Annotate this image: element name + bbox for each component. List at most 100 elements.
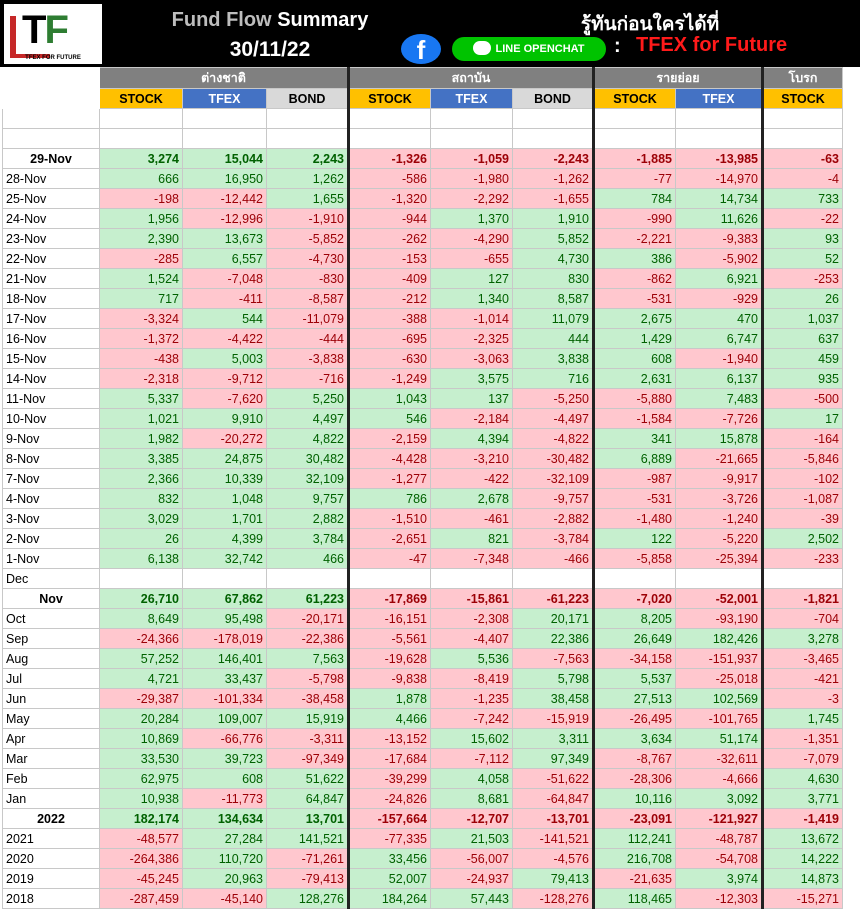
value-cell: -21,635 [592, 868, 676, 889]
row-label: 2022 [2, 808, 100, 829]
header-bar: TF TFEX FOR FUTURE Fund Flow Summary 30/… [0, 0, 860, 67]
value-cell: 110,720 [182, 848, 267, 869]
value-cell: 95,498 [182, 608, 267, 629]
value-cell: 26 [761, 288, 843, 309]
value-cell: -5,250 [512, 388, 594, 409]
value-cell: 386 [592, 248, 676, 269]
value-cell: 20,963 [182, 868, 267, 889]
value-cell: 26 [99, 528, 183, 549]
value-cell: -929 [675, 288, 763, 309]
value-cell: -39 [761, 508, 843, 529]
value-cell: -13,985 [675, 148, 763, 169]
value-cell: 1,043 [347, 388, 431, 409]
value-cell: -45,245 [99, 868, 183, 889]
table-row: 28-Nov 666 16,950 1,262 -586 -1,980 -1,262 -77-… [2, 168, 843, 189]
value-cell: 935 [761, 368, 843, 389]
value-cell: -48,787 [675, 828, 763, 849]
value-cell: -52,001 [675, 588, 763, 609]
table-row: 1-Nov 6,138 32,742 466 -47 -7,348 -466 -5,858 -2… [2, 548, 843, 569]
row-label: 28-Nov [2, 168, 100, 189]
value-cell: -151,937 [675, 648, 763, 669]
value-cell: -77 [592, 168, 676, 189]
value-cell: 1,048 [182, 488, 267, 509]
value-cell: -51,622 [512, 768, 594, 789]
value-cell: 182,174 [99, 808, 183, 829]
value-cell: 62,975 [99, 768, 183, 789]
value-cell: 4,630 [761, 768, 843, 789]
col-retail-tfex: TFEX [675, 88, 763, 109]
table-row: 9-Nov 1,982 -20,272 4,822 -2,159 4,394 -4,822 3… [2, 428, 843, 449]
value-cell: 79,413 [512, 868, 594, 889]
value-cell: 2,882 [266, 508, 349, 529]
empty-cell [266, 568, 349, 589]
value-cell: -5,880 [592, 388, 676, 409]
value-cell: 466 [266, 548, 349, 569]
value-cell: -1,655 [512, 188, 594, 209]
value-cell: 9,757 [266, 488, 349, 509]
value-cell: 8,649 [99, 608, 183, 629]
value-cell: 93 [761, 228, 843, 249]
value-cell: -586 [347, 168, 431, 189]
value-cell: 4,497 [266, 408, 349, 429]
value-cell: -7,020 [592, 588, 676, 609]
value-cell: -1,235 [430, 688, 513, 709]
value-cell: 4,394 [430, 428, 513, 449]
col-broker-stock: STOCK [761, 88, 843, 109]
value-cell: 5,003 [182, 348, 267, 369]
value-cell: -12,707 [430, 808, 513, 829]
value-cell: 127 [430, 268, 513, 289]
value-cell: -4,730 [266, 248, 349, 269]
col-retail-stock: STOCK [592, 88, 676, 109]
tfex-for-future-logo: TF TFEX FOR FUTURE [4, 4, 102, 64]
value-cell: -1,320 [347, 188, 431, 209]
value-cell: 51,622 [266, 768, 349, 789]
value-cell: -531 [592, 288, 676, 309]
value-cell: 5,250 [266, 388, 349, 409]
value-cell: 4,058 [430, 768, 513, 789]
table-row: 3-Nov 3,029 1,701 2,882 -1,510 -461 -2,882 -1,4… [2, 508, 843, 529]
col-inst-stock: STOCK [347, 88, 431, 109]
value-cell: -421 [761, 668, 843, 689]
value-cell: 1,701 [182, 508, 267, 529]
table-row: 17-Nov -3,324 544 -11,079 -388 -1,014 11,079 2,… [2, 308, 843, 329]
facebook-icon[interactable]: f [401, 34, 441, 65]
row-label: 24-Nov [2, 208, 100, 229]
empty-cell [675, 108, 763, 129]
value-cell: 14,873 [761, 868, 843, 889]
value-cell: -1,240 [675, 508, 763, 529]
empty-cell [99, 128, 183, 149]
empty-cell [99, 108, 183, 129]
value-cell: 1,524 [99, 268, 183, 289]
value-cell: -23,091 [592, 808, 676, 829]
value-cell: -3,784 [512, 528, 594, 549]
value-cell: -4,576 [512, 848, 594, 869]
value-cell: -3,210 [430, 448, 513, 469]
value-cell: 61,223 [266, 588, 349, 609]
table-row: 15-Nov -438 5,003 -3,838 -630 -3,063 3,838 608-… [2, 348, 843, 369]
row-label: 23-Nov [2, 228, 100, 249]
row-label: Feb [2, 768, 100, 789]
value-cell: 15,878 [675, 428, 763, 449]
value-cell: -4,407 [430, 628, 513, 649]
value-cell: -38,458 [266, 688, 349, 709]
table-row: 29-Nov 3,274 15,044 2,243 -1,326 -1,059 -2,243… [2, 148, 843, 169]
row-label: 17-Nov [2, 308, 100, 329]
value-cell: 8,587 [512, 288, 594, 309]
line-openchat-button[interactable]: LINE OPENCHAT [452, 37, 606, 61]
table-row: 10-Nov 1,021 9,910 4,497 546 -2,184 -4,497 -1,5… [2, 408, 843, 429]
row-label [2, 128, 100, 149]
value-cell: -944 [347, 208, 431, 229]
value-cell: -630 [347, 348, 431, 369]
row-label: 9-Nov [2, 428, 100, 449]
value-cell: -93,190 [675, 608, 763, 629]
table-row: 22-Nov -285 6,557 -4,730 -153 -655 4,730 386 -5,… [2, 248, 843, 269]
empty-cell [592, 568, 676, 589]
value-cell: -13,701 [512, 808, 594, 829]
value-cell: -9,757 [512, 488, 594, 509]
table-row: 2019 -45,245 20,963 -79,413 52,007 -24,937 79,… [2, 868, 843, 889]
value-cell: -56,007 [430, 848, 513, 869]
page-title: Fund Flow Summary [171, 9, 369, 31]
value-cell: 15,602 [430, 728, 513, 749]
value-cell: 1,021 [99, 408, 183, 429]
value-cell: 608 [182, 768, 267, 789]
